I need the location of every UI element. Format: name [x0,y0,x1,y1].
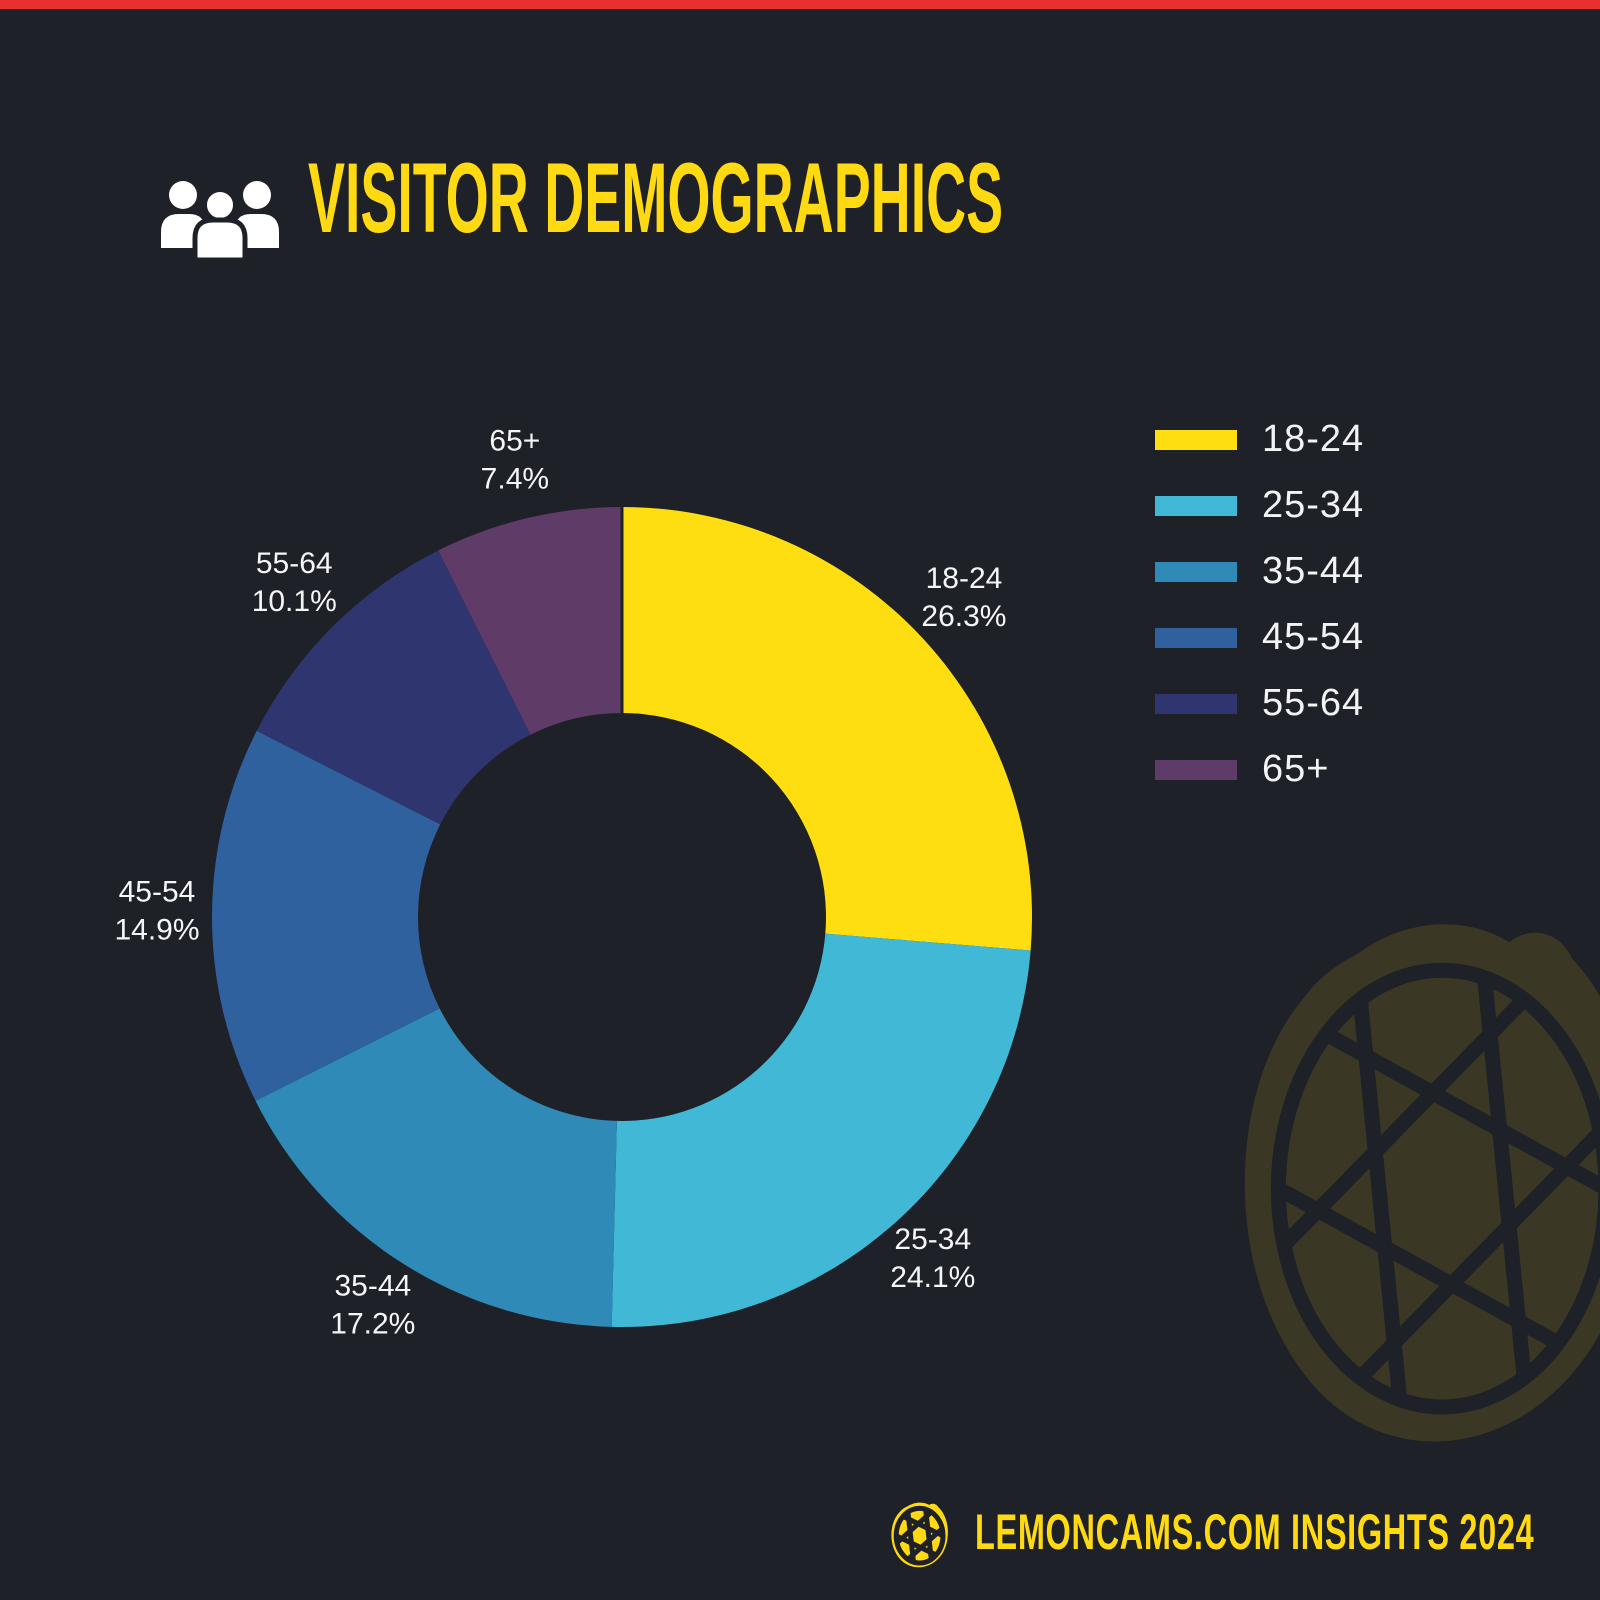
donut-slice-35-44 [255,1008,617,1327]
legend-label: 45-54 [1262,616,1365,658]
aperture-blade [1352,998,1408,1401]
donut-slice-18-24 [622,507,1032,951]
slice-label-35-44: 35-44 17.2% [330,1270,415,1341]
legend-item-25-34: 25-34 [1155,483,1364,528]
legend-label: 18-24 [1262,418,1365,460]
slice-label-25-34: 25-34 24.1% [890,1223,975,1294]
legend-swatch [1155,627,1237,648]
slice-label-18-24: 18-24 26.3% [921,562,1006,633]
aperture-blade [1322,1027,1600,1194]
donut-slice-65+ [438,507,622,735]
legend-label: 25-34 [1262,484,1365,526]
slice-label-55-64: 55-64 10.1% [252,547,337,618]
aperture-blade [923,1509,934,1560]
donut-slice-45-54 [211,730,441,1101]
lemon-aperture-icon [891,1502,948,1568]
footer-attribution: LEMONCAMS.COM INSIGHTS 2024 [975,1504,1535,1560]
slice-label-45-54: 45-54 14.9% [114,876,199,947]
legend-swatch [1155,495,1237,516]
legend-label: 35-44 [1262,550,1365,592]
legend-label: 65+ [1262,748,1330,790]
top-red-strip [0,0,1600,9]
legend-swatch [1155,561,1237,582]
lemon-aperture-watermark [1244,924,1600,1442]
legend-item-18-24: 18-24 [1155,417,1364,462]
chart-legend: 18-24 25-34 35-44 45-54 55-64 65+ [1155,417,1364,813]
aperture-blade [1477,976,1532,1379]
legend-swatch [1155,429,1237,450]
legend-swatch [1155,693,1237,714]
page-title: VISITOR DEMOGRAPHICS [308,142,1004,253]
legend-item-55-64: 55-64 [1155,681,1364,726]
legend-item-35-44: 35-44 [1155,549,1364,594]
donut-slice-25-34 [611,933,1031,1327]
legend-item-45-54: 45-54 [1155,615,1364,660]
legend-swatch [1155,759,1237,780]
aperture-ring [1270,962,1600,1415]
slice-label-65+: 65+ 7.4% [481,425,549,496]
legend-item-65+: 65+ [1155,747,1364,792]
legend-label: 55-64 [1262,682,1365,724]
donut-slice-55-64 [256,550,531,825]
people-icon [161,181,279,260]
aperture-blade [901,1514,945,1538]
